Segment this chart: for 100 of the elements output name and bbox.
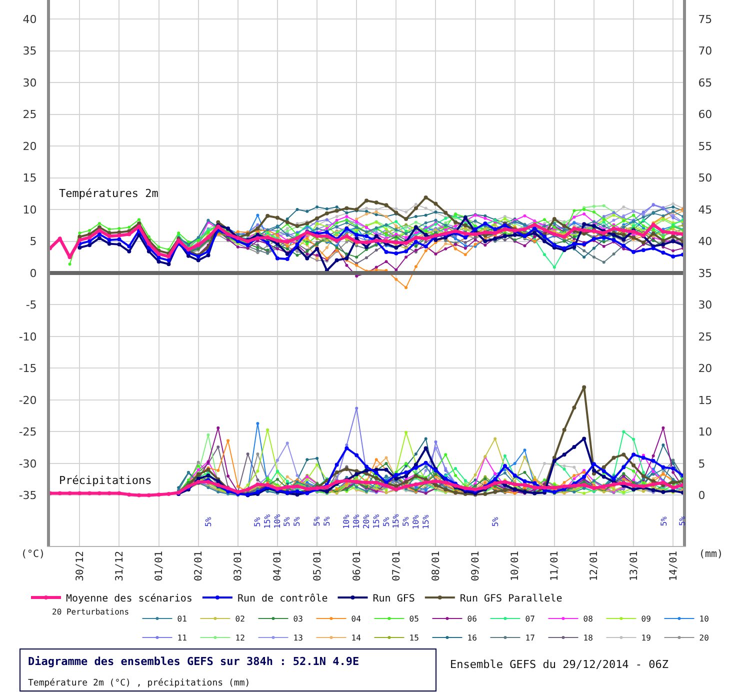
annotation: 5% <box>204 516 213 527</box>
y-tick-label: 30 <box>22 76 37 90</box>
y-tick-label: 10 <box>22 203 37 216</box>
legend-label: 17 <box>525 634 536 643</box>
y-tick-label: -30 <box>18 457 37 470</box>
annotation: 5% <box>252 517 262 527</box>
y2-tick-label: 60 <box>698 108 712 122</box>
x-tick-label: 14/01 <box>668 551 680 582</box>
legend-label: 04 <box>351 614 362 624</box>
y2-tick-label: 5 <box>698 457 706 470</box>
legend-label: 05 <box>409 614 420 624</box>
legend-label: Run GFS Parallele <box>460 593 562 604</box>
y2-tick-label: 30 <box>698 298 712 312</box>
x-tick-label: 31/12 <box>114 551 126 582</box>
y-tick-label: 20 <box>22 140 37 153</box>
y2-tick-label: 10 <box>698 426 712 439</box>
annotation: 15% <box>421 514 430 530</box>
annotation: 5% <box>490 516 500 527</box>
legend-label: 08 <box>583 614 594 624</box>
text: Température 2m (°C) , précipitations (mm) <box>28 677 250 688</box>
y2-tick-label: 0 <box>698 489 706 502</box>
legend-label: 03 <box>293 614 304 624</box>
annotation: 10% <box>352 514 362 529</box>
y2-tick-label: 15 <box>698 394 712 407</box>
y2-tick-label: 50 <box>698 172 712 185</box>
y2-tick-label: 40 <box>698 235 712 248</box>
annotation: 15% <box>392 514 401 529</box>
y-tick-label: -20 <box>18 394 37 407</box>
legend-label: 19 <box>641 634 652 643</box>
y2-axis-title: (mm) <box>699 549 724 560</box>
y-tick-label: -35 <box>18 489 37 502</box>
y-tick-label: 35 <box>22 44 37 58</box>
legend-label: 10 <box>699 614 710 624</box>
annotation: Températures 2m <box>59 187 159 200</box>
legend-label: Run de contrôle <box>237 593 328 604</box>
legend-label: 20 <box>699 634 710 643</box>
legend-label: 06 <box>467 614 478 624</box>
annotation: 15% <box>262 514 272 529</box>
legend-label: 12 <box>235 634 246 643</box>
x-tick-label: 07/01 <box>391 551 402 582</box>
y2-tick-label: 75 <box>698 12 712 26</box>
y2-tick-label: 70 <box>698 44 712 58</box>
y-tick-label: -25 <box>18 426 37 439</box>
y2-tick-label: 65 <box>698 76 712 90</box>
x-tick-label: 11/01 <box>550 551 561 582</box>
x-tick-label: 09/01 <box>470 551 482 582</box>
annotation: 5% <box>282 516 292 527</box>
annotation: 5% <box>659 516 668 526</box>
x-tick-label: 05/01 <box>312 551 324 582</box>
legend-label: 14 <box>351 634 362 643</box>
annotation: 20% <box>362 514 371 529</box>
annotation: 10% <box>272 514 282 529</box>
y2-tick-label: 35 <box>698 266 712 280</box>
y-tick-label: 15 <box>22 172 37 185</box>
x-tick-label: 01/01 <box>154 551 166 582</box>
annotation: 10% <box>411 514 420 530</box>
y-tick-label: 5 <box>30 235 37 248</box>
y-tick-label: -5 <box>26 298 37 312</box>
x-tick-label: 08/01 <box>430 551 442 582</box>
annotation: 5% <box>312 516 322 526</box>
y-tick-label: 0 <box>30 266 37 280</box>
legend-label: 01 <box>177 614 188 624</box>
y2-tick-label: 45 <box>698 203 712 216</box>
x-tick-label: 02/01 <box>194 551 205 582</box>
y-tick-label: 25 <box>22 108 37 122</box>
legend-label: 02 <box>235 614 246 624</box>
y2-tick-label: 25 <box>698 330 712 344</box>
legend-label: 11 <box>177 634 188 643</box>
x-tick-label: 10/01 <box>510 551 522 582</box>
y2-tick-label: 20 <box>698 362 712 376</box>
legend-label: 16 <box>467 634 478 643</box>
annotation: Précipitations <box>59 474 152 487</box>
y-tick-label: -15 <box>18 362 37 376</box>
x-tick-label: 06/01 <box>352 551 363 582</box>
y-tick-label: 40 <box>22 12 37 26</box>
annotation: 5% <box>322 516 332 526</box>
x-tick-label: 13/01 <box>628 551 640 582</box>
y-tick-label: -10 <box>18 330 37 344</box>
legend-label: Run GFS <box>372 593 415 604</box>
legend-label: Moyenne des scénarios <box>66 593 192 604</box>
annotation: 15% <box>372 514 381 529</box>
x-tick-label: 12/01 <box>589 551 600 582</box>
x-tick-label: 04/01 <box>272 551 284 582</box>
x-tick-label: 03/01 <box>233 551 244 582</box>
legend-label: 15 <box>409 634 420 643</box>
text: Diagramme des ensembles GEFS sur 384h : 52.1N 4.9E <box>28 654 360 668</box>
annotation: 5% <box>292 516 302 526</box>
x-tick-label: 30/12 <box>74 551 86 582</box>
legend-title: 20 Perturbations <box>52 607 130 616</box>
legend-label: 09 <box>641 614 652 624</box>
annotation: 5% <box>402 516 411 526</box>
legend-label: 18 <box>583 634 594 643</box>
annotation: 5% <box>678 516 688 526</box>
y2-tick-label: 55 <box>698 140 712 153</box>
legend-label: 07 <box>525 614 536 624</box>
legend-label: 13 <box>293 634 304 643</box>
annotation: 5% <box>382 516 391 527</box>
annotation: 10% <box>342 514 352 530</box>
y-axis-title: (°C) <box>21 549 46 560</box>
text: Ensemble GEFS du 29/12/2014 - 06Z <box>450 658 669 671</box>
